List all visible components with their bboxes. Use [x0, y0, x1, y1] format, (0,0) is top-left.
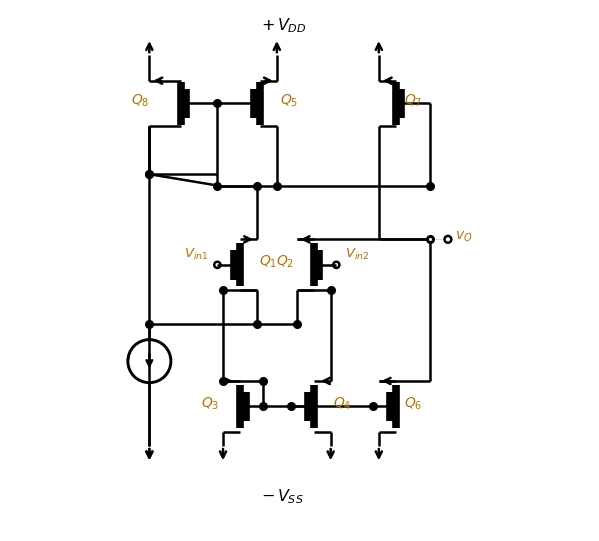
- Text: $Q_7$: $Q_7$: [404, 93, 423, 109]
- Text: $Q_4$: $Q_4$: [333, 395, 352, 412]
- Text: $Q_8$: $Q_8$: [131, 93, 149, 109]
- Text: $V_{in1}$: $V_{in1}$: [184, 247, 209, 262]
- Text: $I$: $I$: [126, 351, 131, 365]
- Text: $V_{in2}$: $V_{in2}$: [345, 247, 369, 262]
- Text: $Q_1$: $Q_1$: [259, 254, 277, 270]
- Text: $+\,V_{DD}$: $+\,V_{DD}$: [261, 17, 307, 35]
- Text: $Q_2$: $Q_2$: [276, 254, 294, 270]
- Text: $Q_5$: $Q_5$: [280, 93, 298, 109]
- Text: $v_O$: $v_O$: [455, 229, 473, 243]
- Text: $-\,V_{SS}$: $-\,V_{SS}$: [261, 487, 304, 506]
- Text: $Q_6$: $Q_6$: [404, 395, 423, 412]
- Text: $Q_3$: $Q_3$: [201, 395, 220, 412]
